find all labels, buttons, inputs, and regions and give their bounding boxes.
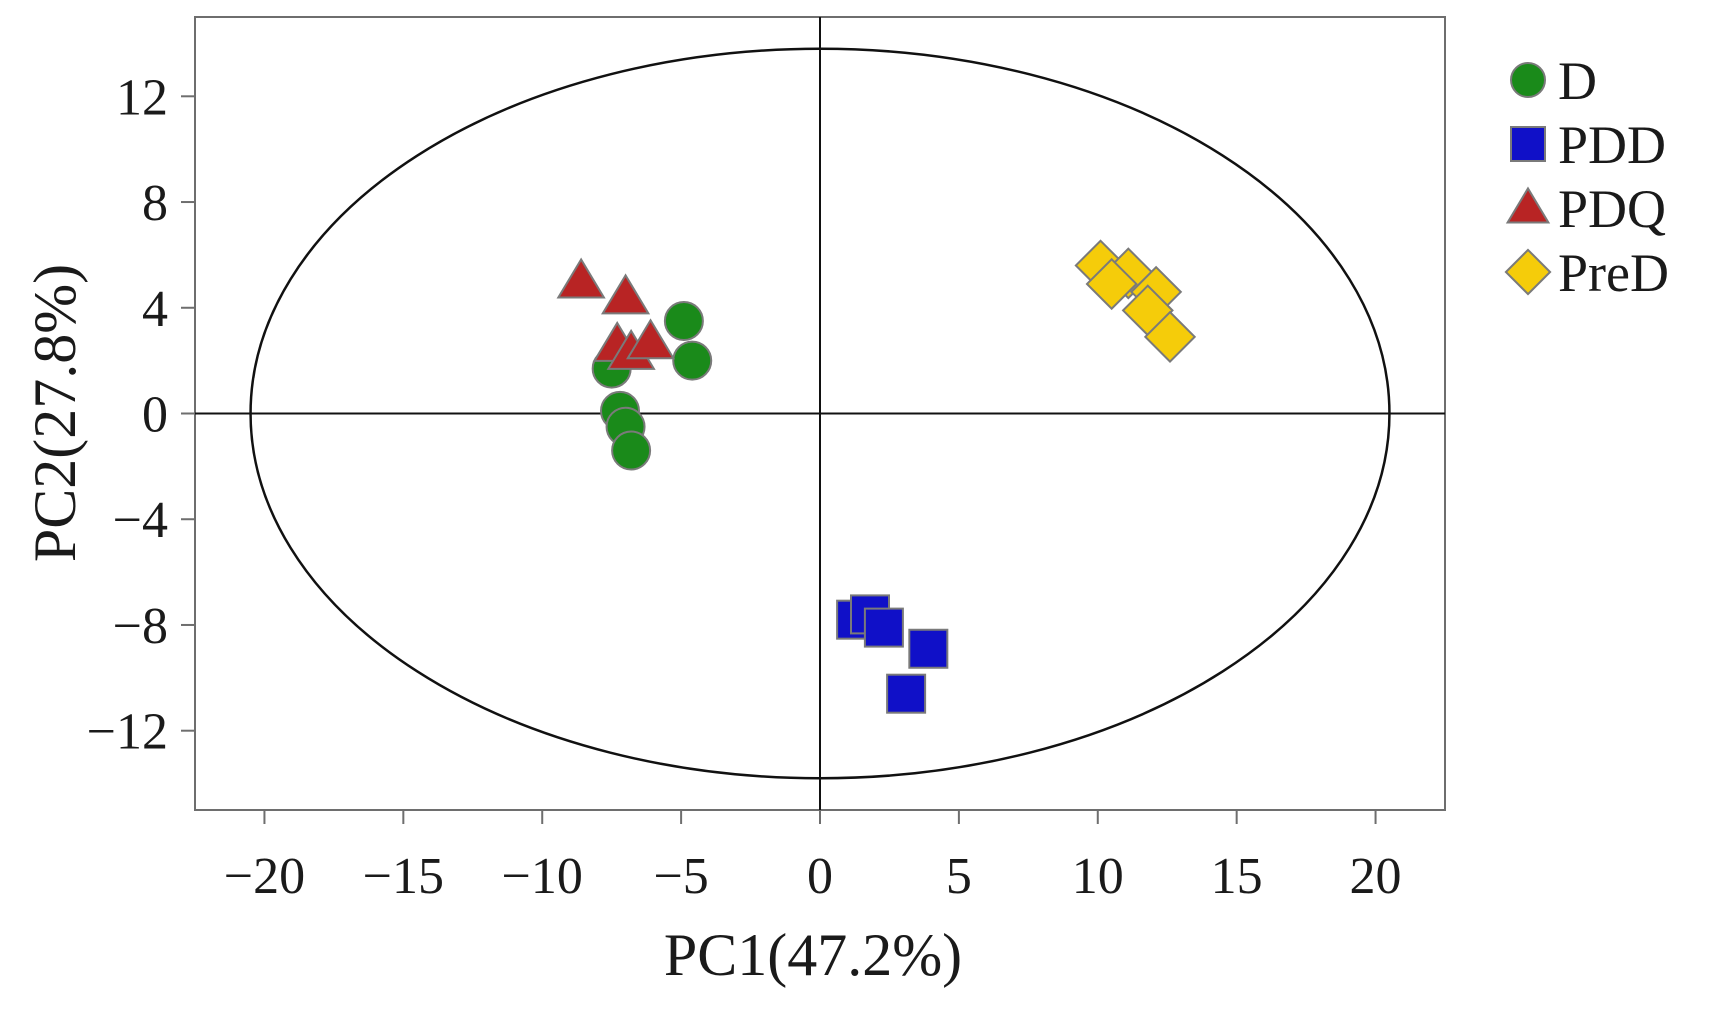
y-tick-label: 8 — [142, 175, 168, 232]
legend-label-pred: PreD — [1558, 243, 1669, 303]
point-d — [611, 430, 652, 471]
x-tick-label: −20 — [224, 848, 305, 905]
series-d — [591, 300, 713, 471]
point-pdq — [600, 273, 651, 315]
point-pred — [1085, 257, 1138, 311]
x-tick-label: 0 — [807, 848, 833, 905]
x-axis-title: PC1(47.2%) — [664, 922, 962, 988]
legend-marker-pdq — [1505, 186, 1551, 224]
point-pdd — [863, 607, 904, 648]
legend-item-pdd: PDD — [1510, 115, 1666, 175]
axis-ticks: −20 −15 −10 −5 0 5 10 15 20 −12 −8 −4 0 4 8 12 — [87, 69, 1402, 905]
y-tick-label: 0 — [142, 387, 168, 444]
legend-label-pdq: PDQ — [1558, 179, 1666, 239]
y-tick-label: −4 — [113, 492, 168, 549]
point-d — [672, 340, 713, 381]
series-pred — [1074, 239, 1197, 363]
x-tick-label: 10 — [1072, 848, 1124, 905]
y-axis-title: PC2(27.8%) — [22, 264, 88, 562]
y-tick-label: −12 — [87, 704, 168, 761]
reference-lines — [195, 17, 1445, 810]
x-tick-label: 5 — [946, 848, 972, 905]
x-tick-label: −10 — [502, 848, 583, 905]
point-pdq — [556, 257, 606, 299]
point-pdq — [625, 318, 676, 360]
y-tick-label: 4 — [142, 281, 168, 338]
point-d — [663, 300, 704, 341]
point-pred — [1143, 310, 1197, 363]
legend-marker-pdd — [1510, 126, 1546, 162]
data-points — [556, 239, 1197, 714]
series-pdd — [836, 594, 949, 714]
legend-item-d: D — [1510, 51, 1597, 111]
legend-marker-d — [1510, 62, 1546, 98]
legend-label-pdd: PDD — [1558, 115, 1666, 175]
point-pdd — [886, 673, 927, 714]
legend-label-d: D — [1558, 51, 1597, 111]
x-tick-label: −5 — [653, 848, 708, 905]
legend-item-pred: PreD — [1504, 243, 1669, 303]
x-tick-label: 20 — [1350, 848, 1402, 905]
legend-marker-pred — [1504, 248, 1552, 296]
legend-item-pdq: PDQ — [1505, 179, 1666, 239]
point-pdd — [908, 628, 949, 669]
x-tick-label: −15 — [363, 848, 444, 905]
y-tick-label: 12 — [116, 69, 168, 126]
y-tick-label: −8 — [113, 598, 168, 655]
series-pdq — [556, 257, 676, 370]
x-tick-label: 15 — [1211, 848, 1263, 905]
